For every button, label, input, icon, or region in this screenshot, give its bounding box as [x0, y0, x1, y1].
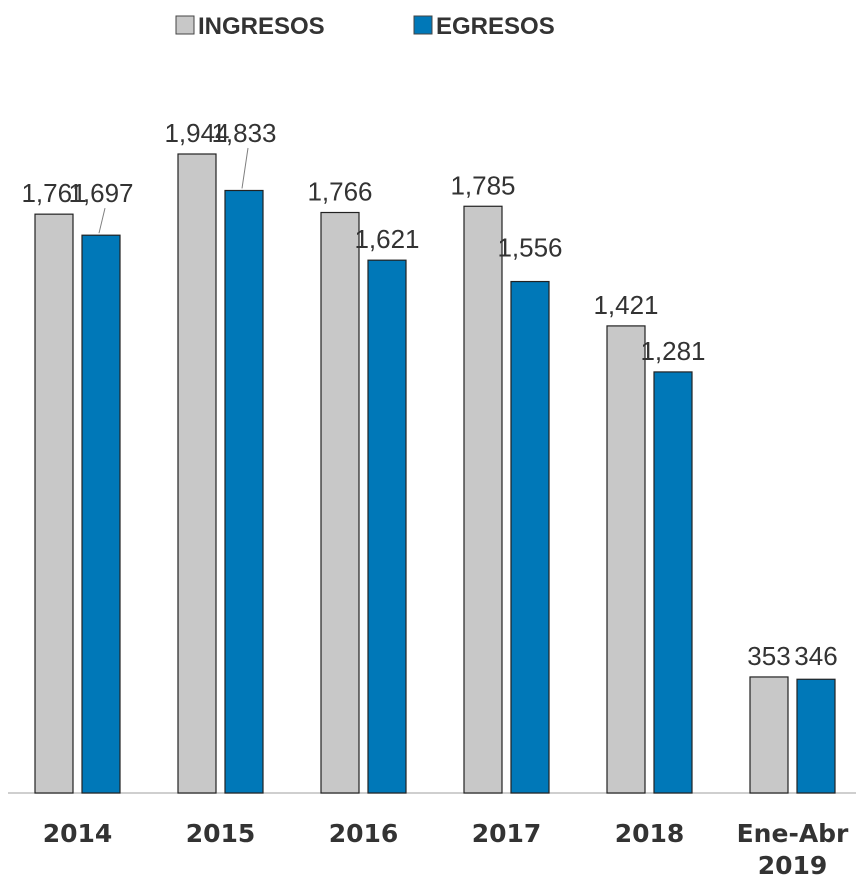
bar-egresos-5 [796, 678, 836, 794]
data-label-egresos-2: 1,621 [354, 224, 419, 254]
x-tick-labels: 2014 2015 2016 2017 2018 Ene-Abr 2019 [43, 819, 849, 880]
bar-ingresos-4 [606, 325, 646, 794]
legend-label-egresos: EGRESOS [436, 13, 555, 40]
bar-egresos-1 [224, 189, 264, 794]
x-tick-label-0: 2014 [43, 819, 113, 848]
x-tick-label-2: 2016 [329, 819, 399, 848]
data-label-ingresos-0: 1,761 [21, 178, 86, 208]
x-tick-label-4: 2018 [615, 819, 685, 848]
legend: INGRESOS EGRESOS [175, 13, 555, 40]
label-leader-line-1 [241, 147, 249, 189]
bars [34, 153, 836, 794]
x-tick-label-1: 2015 [186, 819, 256, 848]
data-label-egresos-0: 1,697 [68, 178, 133, 208]
legend-swatch-egresos [413, 15, 433, 35]
data-label-egresos-4: 1,281 [640, 336, 705, 366]
data-label-ingresos-5: 353 [747, 641, 790, 671]
data-label-ingresos-3: 1,785 [450, 170, 515, 200]
legend-swatch-ingresos [175, 15, 195, 35]
bar-ingresos-2 [320, 211, 360, 794]
data-label-ingresos-4: 1,421 [593, 290, 658, 320]
bar-ingresos-3 [463, 205, 503, 794]
data-label-egresos-1: 1,833 [211, 118, 276, 148]
legend-label-ingresos: INGRESOS [198, 13, 325, 40]
data-label-ingresos-2: 1,766 [307, 177, 372, 207]
bar-egresos-4 [653, 371, 693, 794]
data-label-ingresos-1: 1,944 [164, 118, 229, 148]
bar-ingresos-5 [749, 676, 789, 794]
bar-egresos-0 [81, 234, 121, 794]
data-label-egresos-5: 346 [794, 641, 837, 671]
label-leader-line-0 [98, 208, 106, 234]
data-label-egresos-3: 1,556 [497, 232, 562, 262]
x-tick-label-5: Ene-Abr 2019 [737, 819, 849, 880]
bar-egresos-3 [510, 280, 550, 794]
bar-egresos-2 [367, 259, 407, 794]
bar-ingresos-1 [177, 153, 217, 794]
bar-ingresos-0 [34, 213, 74, 794]
x-tick-label-3: 2017 [472, 819, 542, 848]
